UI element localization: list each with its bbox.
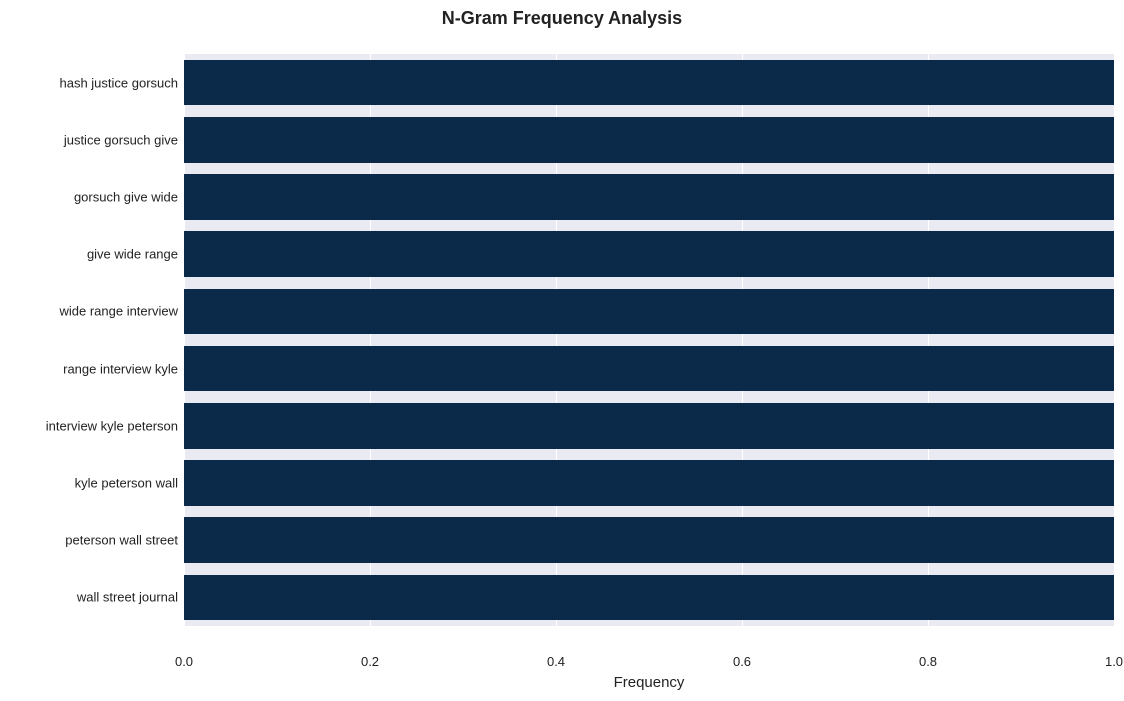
y-tick-label: gorsuch give wide <box>74 190 184 205</box>
bar <box>184 575 1114 621</box>
x-tick-label: 0.8 <box>919 654 937 669</box>
bar <box>184 117 1114 163</box>
bar <box>184 60 1114 106</box>
y-tick-label: give wide range <box>87 247 184 262</box>
gridline <box>1114 36 1115 644</box>
x-tick-label: 1.0 <box>1105 654 1123 669</box>
bar <box>184 346 1114 392</box>
bar <box>184 289 1114 335</box>
plot-area: hash justice gorsuchjustice gorsuch give… <box>184 36 1114 644</box>
x-tick-label: 0.4 <box>547 654 565 669</box>
bar <box>184 174 1114 220</box>
y-tick-label: wide range interview <box>59 304 184 319</box>
ngram-chart: N-Gram Frequency Analysis hash justice g… <box>0 0 1124 701</box>
bar <box>184 517 1114 563</box>
y-tick-label: peterson wall street <box>65 533 184 548</box>
y-tick-label: interview kyle peterson <box>46 418 184 433</box>
bar <box>184 460 1114 506</box>
x-tick-label: 0.6 <box>733 654 751 669</box>
y-tick-label: range interview kyle <box>63 361 184 376</box>
bar <box>184 231 1114 277</box>
chart-title: N-Gram Frequency Analysis <box>0 8 1124 29</box>
y-tick-label: hash justice gorsuch <box>59 75 184 90</box>
x-axis-label: Frequency <box>184 674 1114 691</box>
y-tick-label: kyle peterson wall <box>75 476 184 491</box>
y-tick-label: wall street journal <box>77 590 184 605</box>
bar <box>184 403 1114 449</box>
y-tick-label: justice gorsuch give <box>64 132 184 147</box>
x-tick-label: 0.0 <box>175 654 193 669</box>
x-tick-label: 0.2 <box>361 654 379 669</box>
